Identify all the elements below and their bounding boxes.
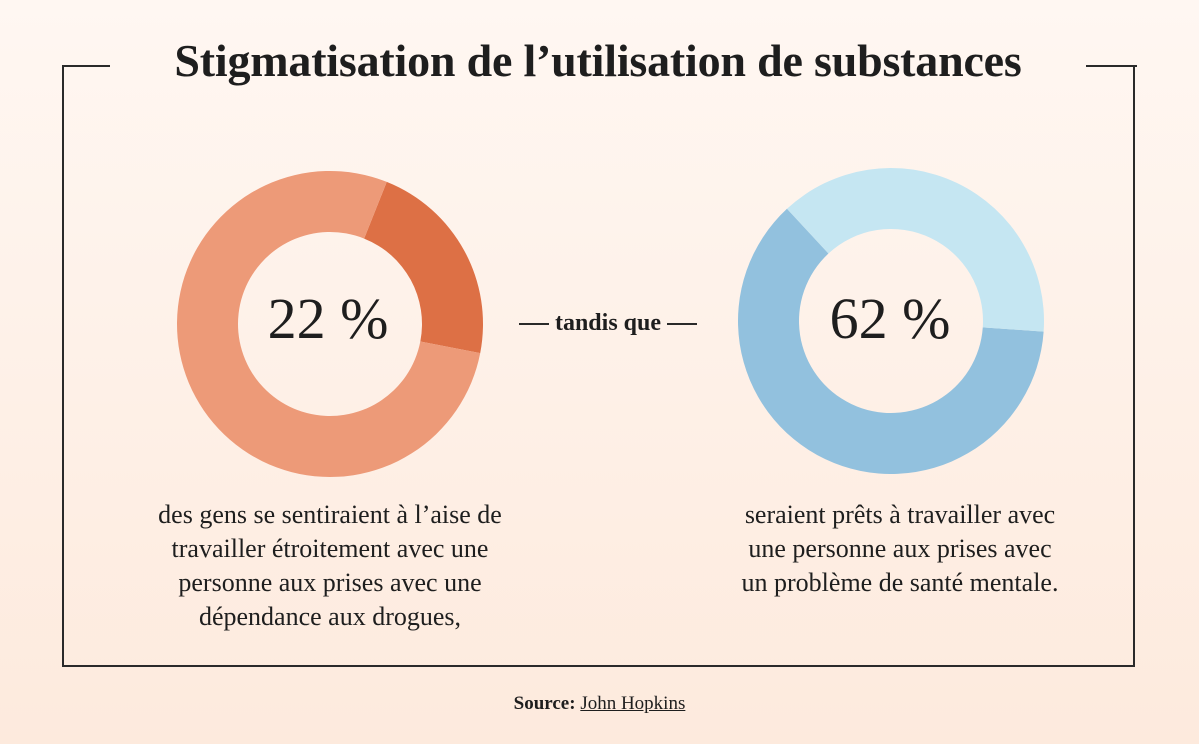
donut-chart-1 (177, 170, 483, 477)
connector-label: tandis que (554, 310, 662, 336)
source-line: Source: John Hopkins (0, 693, 1199, 715)
donut-1-caption: des gens se sentiraient à l’aise de trav… (110, 498, 550, 634)
connector-dash-left (518, 323, 549, 326)
connector-text: tandis que (500, 310, 716, 337)
donut-1-slice-rest (177, 170, 481, 477)
source-link[interactable]: John Hopkins (580, 693, 686, 714)
caption-1-line-3: personne aux prises avec une (178, 568, 482, 597)
caption-1-line-4: dépendance aux drogues, (198, 602, 462, 631)
caption-1-line-1: des gens se sentiraient à l’aise de (158, 500, 502, 529)
caption-2-line-3: un problème de santé mentale. (741, 568, 1059, 597)
donut-2-value-label: 62 % (829, 286, 951, 351)
donut-2-slice-rest (786, 168, 1044, 332)
frame-border (62, 66, 1135, 667)
donut-1-value-label: 22 % (267, 286, 389, 351)
caption-2-line-1: seraient prêts à travailler avec (744, 500, 1056, 529)
donut-chart-2 (738, 168, 1044, 474)
caption-1-line-2: travailler étroitement avec une (171, 534, 489, 563)
connector-dash-right (667, 323, 698, 326)
frame-top-right-line (1086, 65, 1137, 67)
donut-1-slice-highlight (364, 181, 483, 354)
donut-2-slice-highlight (738, 208, 1044, 474)
chart-title: Stigmatisation de l’utilisation de subst… (174, 35, 1022, 86)
donut-2-caption: seraient prêts à travailler avec une per… (680, 498, 1120, 600)
caption-2-line-2: une personne aux prises avec (748, 534, 1052, 563)
source-label: Source: (513, 693, 576, 714)
frame-top-left-line (62, 65, 110, 67)
